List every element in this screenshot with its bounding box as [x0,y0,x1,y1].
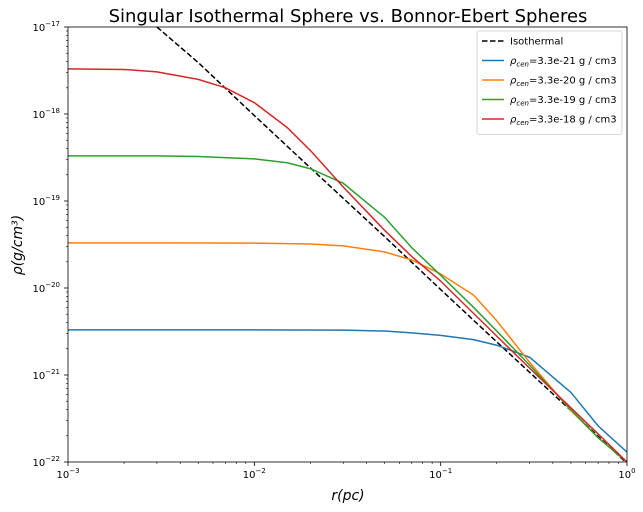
legend-label-text: =3.3e-19 g / cm3 [529,95,617,106]
y-tick-label: 10−21 [32,368,60,382]
legend-label-3: ρcen=3.3e-19 g / cm3 [510,95,617,108]
legend-label-symbol: ρ [510,95,517,106]
legend-label-subscript: cen [516,100,529,108]
series-line-0 [156,27,627,462]
legend-label-subscript: cen [516,80,529,88]
x-tick-base: 10 [56,470,69,481]
y-tick-base: 10 [32,284,45,295]
y-tick-exp: −20 [45,281,60,289]
y-tick-base: 10 [32,458,45,469]
x-tick-exp: −3 [69,467,79,475]
x-tick-base: 10 [618,470,631,481]
legend-label-2: ρcen=3.3e-20 g / cm3 [510,76,617,89]
legend-label-symbol: ρ [510,56,517,67]
x-tick-base: 10 [243,470,256,481]
chart-title: Singular Isothermal Sphere vs. Bonnor-Eb… [109,6,588,27]
x-tick-exp: 0 [631,467,635,475]
legend-label-text: =3.3e-21 g / cm3 [529,56,617,67]
series-line-4 [68,68,627,462]
y-tick-label: 10−19 [32,194,60,208]
y-tick-label: 10−18 [32,107,60,121]
y-tick-exp: −22 [45,455,60,463]
x-tick-exp: −2 [256,467,266,475]
y-tick-base: 10 [32,371,45,382]
legend-label-subscript: cen [516,61,529,69]
y-tick-exp: −19 [45,194,60,202]
x-axis-label: r(pc) [331,488,364,504]
legend-label-symbol: ρ [510,115,517,126]
x-tick-label: 10−3 [56,467,79,481]
legend-label-text: =3.3e-20 g / cm3 [529,76,617,87]
x-tick-base: 10 [429,470,442,481]
plot-area [68,27,627,462]
legend-label-1: ρcen=3.3e-21 g / cm3 [510,56,617,69]
x-tick-exp: −1 [442,467,452,475]
x-tick-label: 10−1 [429,467,452,481]
y-tick-base: 10 [32,110,45,121]
y-tick-exp: −18 [45,107,60,115]
legend-box [476,30,623,135]
plot-frame [67,26,628,463]
y-tick-base: 10 [32,23,45,34]
y-axis-label: ρ(g/cm³) [10,215,26,275]
y-tick-label: 10−20 [32,281,60,295]
legend-label-text: =3.3e-18 g / cm3 [529,115,617,126]
legend-label-4: ρcen=3.3e-18 g / cm3 [510,115,617,128]
y-tick-label: 10−22 [32,455,60,469]
x-tick-label: 100 [618,467,635,481]
y-tick-label: 10−17 [32,20,60,34]
x-tick-label: 10−2 [243,467,266,481]
legend-label-0: Isothermal [510,37,563,48]
legend-label-subscript: cen [516,119,529,127]
legend-label-symbol: ρ [510,76,517,87]
y-tick-exp: −21 [45,368,60,376]
series-group [68,27,627,462]
series-line-1 [68,329,627,453]
y-tick-exp: −17 [45,20,60,28]
y-tick-base: 10 [32,197,45,208]
axes: 10−3 10−2 10−1 10010−2210−2110−2010−1910−18… [32,20,635,481]
